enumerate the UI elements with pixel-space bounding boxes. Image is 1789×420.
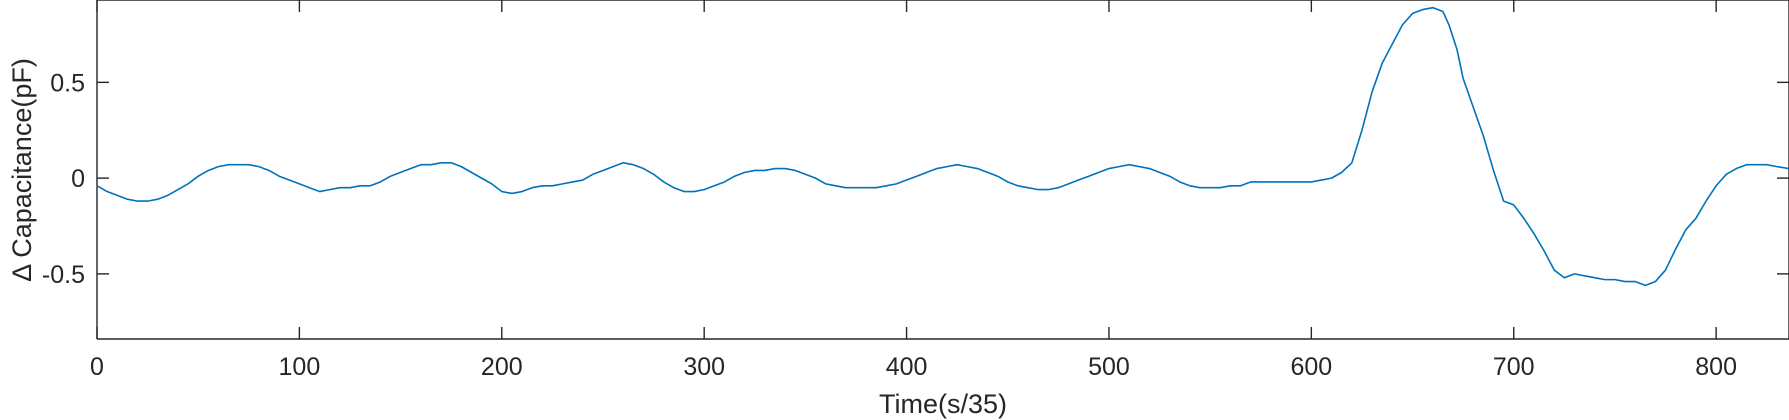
y-tick-label: 0.5 xyxy=(50,69,85,97)
x-tick-label: 400 xyxy=(886,353,928,381)
y-axis-title: Δ Capacitance(pF) xyxy=(7,58,37,282)
y-tick-label: 0 xyxy=(71,165,85,193)
series-layer xyxy=(96,6,1789,287)
x-tick-label: 0 xyxy=(90,353,104,381)
x-tick-label: 500 xyxy=(1088,353,1130,381)
y-tick-label: -0.5 xyxy=(42,261,85,289)
x-tick-label: 700 xyxy=(1493,353,1535,381)
x-tick-label: 100 xyxy=(279,353,321,381)
x-tick-label: 200 xyxy=(481,353,523,381)
x-tick-label: 300 xyxy=(683,353,725,381)
series-line xyxy=(96,6,1789,287)
x-tick-label: 800 xyxy=(1695,353,1737,381)
x-tick-label: 600 xyxy=(1290,353,1332,381)
x-axis-title: Time(s/35) xyxy=(879,389,1007,419)
axes xyxy=(96,0,1789,340)
tick-labels: 0 100 200 300 400 500 600 700 800 -0.5 0 0.5 xyxy=(42,69,1737,381)
